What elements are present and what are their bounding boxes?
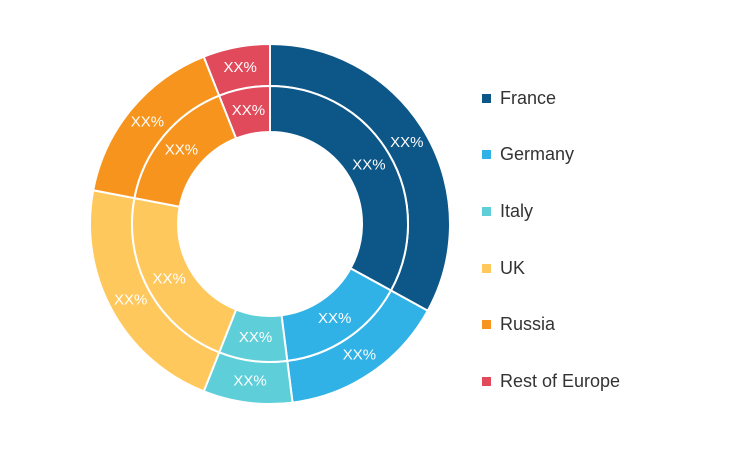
legend-label-germany: Germany xyxy=(500,144,575,165)
inner-ring-label-russia: XX% xyxy=(165,142,198,159)
legend-item-uk: UK xyxy=(482,240,620,297)
legend-item-italy: Italy xyxy=(482,183,620,240)
outer-ring-label-uk: XX% xyxy=(114,292,147,309)
legend-item-russia: Russia xyxy=(482,296,620,353)
outer-ring-label-germany: XX% xyxy=(343,346,376,363)
inner-ring-label-rest-of-europe: XX% xyxy=(232,102,265,119)
legend-swatch-germany xyxy=(482,150,491,160)
legend-label-italy: Italy xyxy=(500,200,534,221)
legend-swatch-rest-of-europe xyxy=(482,376,491,386)
inner-ring-slice-france xyxy=(269,84,409,292)
legend-swatch-russia xyxy=(482,320,491,330)
legend-label-russia: Russia xyxy=(500,314,556,335)
legend-swatch-italy xyxy=(482,206,491,216)
outer-ring-label-france: XX% xyxy=(390,134,423,151)
inner-ring-slice-rest-of-europe xyxy=(217,84,271,140)
outer-ring-label-italy: XX% xyxy=(233,373,266,390)
inner-ring-label-uk: XX% xyxy=(153,270,186,287)
legend-label-france: France xyxy=(500,87,557,108)
outer-ring-label-russia: XX% xyxy=(131,114,164,131)
legend-swatch-uk xyxy=(482,263,491,273)
legend-item-germany: Germany xyxy=(482,127,620,184)
legend-label-uk: UK xyxy=(500,257,526,278)
legend-item-rest-of-europe: Rest of Europe xyxy=(482,353,620,410)
inner-ring-label-germany: XX% xyxy=(318,310,351,327)
outer-ring-label-rest-of-europe: XX% xyxy=(224,59,257,76)
inner-ring-label-italy: XX% xyxy=(239,329,272,346)
legend-label-rest-of-europe: Rest of Europe xyxy=(500,370,621,391)
inner-ring-label-france: XX% xyxy=(352,156,385,173)
legend-item-france: France xyxy=(482,70,620,127)
legend-swatch-france xyxy=(482,93,491,103)
legend: France Germany Italy UK Russia Rest of E… xyxy=(482,70,620,410)
